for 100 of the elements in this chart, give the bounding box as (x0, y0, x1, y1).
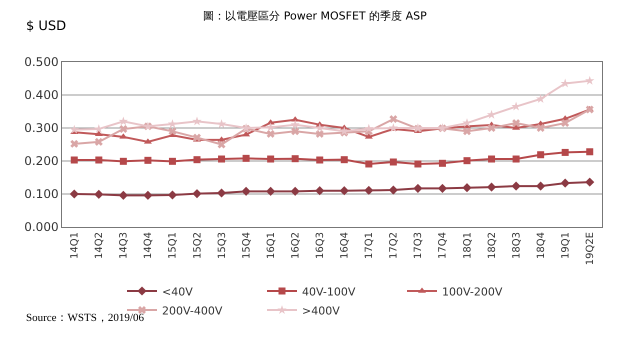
point (292, 155, 299, 162)
y-axis-title: $ USD (26, 19, 66, 34)
point (560, 178, 570, 188)
point (194, 156, 200, 164)
x-tick-label: 16Q4 (340, 232, 351, 259)
point (536, 94, 546, 103)
x-tick-label: 16Q2 (290, 232, 302, 259)
x-tick-label: 18Q4 (536, 232, 547, 259)
point (118, 116, 128, 126)
point (120, 158, 127, 165)
x-tick-label: 15Q1 (168, 232, 179, 259)
legend-label: <40V (162, 285, 194, 298)
point (512, 182, 521, 191)
point (316, 130, 324, 138)
point (438, 184, 447, 193)
point (315, 186, 324, 196)
point (119, 133, 128, 139)
point (168, 190, 177, 200)
point (537, 151, 544, 158)
point (94, 130, 103, 136)
point (586, 148, 594, 156)
point (70, 156, 78, 164)
y-tick-label: 0.400 (24, 88, 59, 102)
x-tick-label: 16Q3 (314, 232, 326, 259)
point (119, 125, 128, 133)
point (267, 156, 274, 163)
legend-label: >400V (302, 304, 340, 318)
point (389, 115, 398, 124)
x-tick-label: 17Q4 (438, 232, 449, 259)
legend-label: 40V-100V (302, 285, 356, 298)
point (585, 76, 594, 85)
point (536, 182, 546, 191)
point (168, 158, 176, 165)
legend-label: 200V-400V (162, 304, 223, 318)
y-tick-label: 0.500 (24, 55, 59, 70)
point (390, 158, 397, 166)
point (144, 156, 152, 164)
x-tick-label: 14Q2 (94, 232, 106, 259)
source-note: Source：WSTS，2019/06 (26, 312, 144, 324)
x-tick-label: 15Q2 (192, 232, 204, 259)
point (585, 178, 594, 187)
point (388, 123, 398, 132)
point (192, 189, 202, 198)
x-tick-label: 14Q1 (70, 232, 81, 259)
point (365, 160, 372, 168)
x-tick-label: 15Q4 (241, 232, 252, 259)
point (290, 120, 300, 129)
point (144, 138, 152, 144)
point (70, 189, 79, 199)
point (388, 185, 398, 195)
point (168, 127, 176, 136)
y-tick-label: 0.000 (24, 220, 59, 234)
point (512, 119, 520, 128)
point (364, 133, 373, 139)
y-tick-label: 0.200 (24, 154, 59, 168)
x-tick-label: 19Q2E (584, 232, 596, 266)
point (193, 134, 201, 142)
legend-label: 100V-200V (442, 285, 503, 298)
point (242, 186, 251, 196)
point (487, 182, 496, 192)
point (414, 160, 422, 168)
point (340, 186, 349, 196)
point (413, 184, 422, 193)
point (95, 156, 102, 164)
x-tick-label: 19Q1 (560, 232, 572, 259)
chart-title: 圖：以電壓區分 Power MOSFET 的季度 ASP (203, 9, 428, 22)
point (192, 116, 202, 126)
point (464, 157, 470, 164)
point (266, 122, 276, 132)
point (216, 119, 226, 128)
point (364, 124, 374, 133)
point (70, 140, 78, 148)
point (266, 130, 275, 138)
x-tick-label: 14Q4 (143, 232, 154, 259)
point (218, 140, 226, 148)
y-tick-label: 0.300 (24, 121, 59, 136)
point (512, 156, 520, 163)
point (143, 190, 152, 200)
point (340, 126, 349, 136)
point (561, 119, 570, 128)
x-tick-label: 18Q3 (511, 232, 522, 259)
x-tick-label: 17Q2 (388, 232, 400, 259)
point (488, 156, 496, 163)
point (70, 124, 79, 134)
x-tick-label: 17Q1 (364, 232, 376, 259)
point (291, 127, 300, 136)
point (118, 190, 128, 200)
point (94, 190, 104, 199)
point (536, 124, 545, 132)
point (562, 148, 569, 156)
point (290, 186, 300, 196)
point (463, 127, 471, 136)
y-tick-label: 0.100 (24, 187, 59, 202)
point (316, 156, 324, 164)
point (242, 154, 250, 162)
x-tick-label: 17Q3 (413, 232, 424, 259)
point (218, 156, 226, 163)
x-tick-label: 14Q3 (118, 232, 130, 259)
point (438, 160, 446, 167)
x-tick-label: 15Q3 (216, 232, 228, 259)
